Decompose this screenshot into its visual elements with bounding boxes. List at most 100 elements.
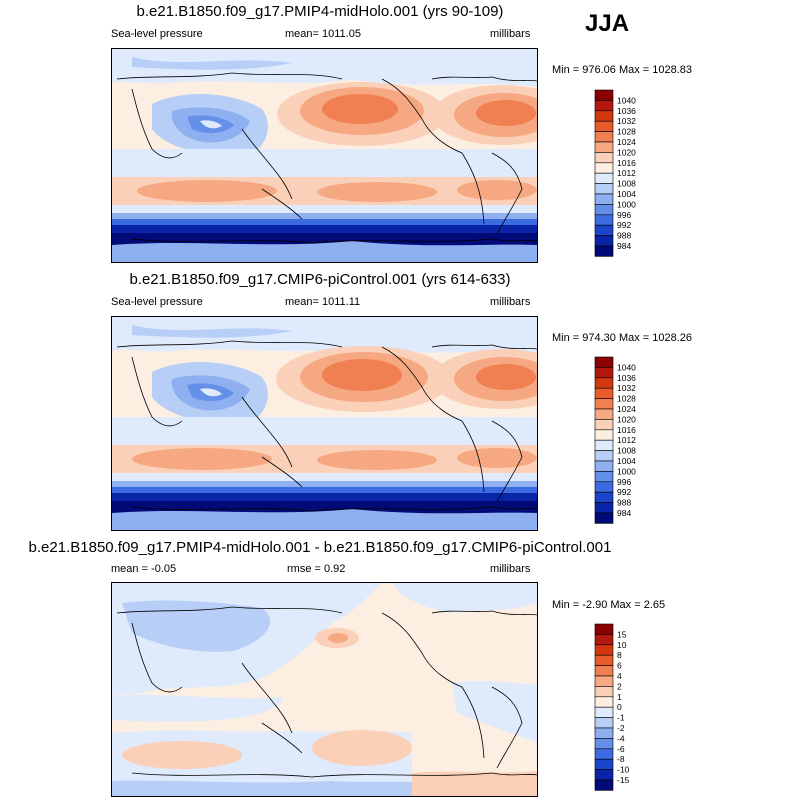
panel3-colorbar: 15 10 8 6 4 2 1 0 -1 -2 -4 -6 -8 -10 -15 [594, 623, 655, 794]
colorbar-label: 1000 [617, 466, 636, 476]
colorbar-label: 1008 [617, 446, 636, 456]
panel3-title: b.e21.B1850.f09_g17.PMIP4-midHolo.001 - … [28, 539, 612, 556]
colorbar-label: 988 [617, 498, 631, 508]
colorbar-label: -6 [617, 744, 625, 754]
panel2-units-label: millibars [490, 296, 531, 308]
colorbar-box [594, 235, 614, 247]
colorbar-label: 1 [617, 692, 622, 702]
colorbar-label: 1032 [617, 116, 636, 126]
panel2-title: b.e21.B1850.f09_g17.CMIP6-piControl.001 … [129, 271, 511, 288]
colorbar-label: 2 [617, 681, 622, 691]
panel1-colorbar-svg: 1040103610321028102410201016101210081004… [594, 89, 636, 257]
colorbar-box [594, 634, 614, 646]
colorbar-box [594, 419, 614, 431]
colorbar-box [594, 224, 614, 236]
panel2-colorbar-svg: 1040103610321028102410201016101210081004… [594, 356, 636, 524]
panel3-map [111, 582, 538, 797]
colorbar-label: 1028 [617, 127, 636, 137]
panel2-colorbar: 1040 1036 1032 1028 1024 1020 1016 1012 1008 1004… [594, 356, 655, 527]
colorbar-box [594, 398, 614, 410]
colorbar-box [594, 471, 614, 483]
colorbar-label: 6 [617, 661, 622, 671]
colorbar-label: 984 [617, 508, 631, 518]
colorbar-box [594, 491, 614, 503]
colorbar-label: 1036 [617, 106, 636, 116]
colorbar-box [594, 460, 614, 472]
colorbar-box [594, 120, 614, 132]
colorbar-box [594, 141, 614, 153]
colorbar-box [594, 738, 614, 750]
panel1-map-svg [112, 49, 537, 262]
colorbar-box [594, 162, 614, 174]
panel3-minmax: Min = -2.90 Max = 2.65 [552, 599, 666, 611]
panel1-units-label: millibars [490, 28, 531, 40]
colorbar-box [594, 367, 614, 379]
colorbar-box [594, 439, 614, 451]
colorbar-label: 8 [617, 650, 622, 660]
colorbar-label: -8 [617, 754, 625, 764]
colorbar-box [594, 769, 614, 781]
colorbar-box [594, 204, 614, 216]
panel2-map [111, 316, 538, 531]
colorbar-label: -1 [617, 713, 625, 723]
colorbar-box [594, 408, 614, 420]
colorbar-label: 996 [617, 210, 631, 220]
colorbar-label: 1020 [617, 414, 636, 424]
colorbar-box [594, 152, 614, 164]
colorbar-label: 15 [617, 629, 627, 639]
colorbar-box [594, 183, 614, 195]
panel3-rmse-label: rmse = 0.92 [287, 563, 346, 575]
panel1-minmax: Min = 976.06 Max = 1028.83 [552, 64, 693, 76]
colorbar-box [594, 356, 614, 368]
panel3-map-svg [112, 583, 537, 796]
panel1-map [111, 48, 538, 263]
colorbar-label: 996 [617, 477, 631, 487]
colorbar-box [594, 779, 614, 791]
colorbar-label: 1000 [617, 199, 636, 209]
colorbar-box [594, 214, 614, 226]
colorbar-box [594, 110, 614, 122]
colorbar-box [594, 387, 614, 399]
colorbar-box [594, 245, 614, 257]
colorbar-box [594, 696, 614, 708]
colorbar-box [594, 481, 614, 493]
colorbar-label: 1024 [617, 404, 636, 414]
colorbar-label: 1008 [617, 179, 636, 189]
panel2-mean-label: mean= 1011.11 [285, 296, 361, 308]
panel2-minmax: Min = 974.30 Max = 1028.26 [552, 332, 693, 344]
panel3-mean-label: mean = -0.05 [111, 563, 177, 575]
colorbar-box [594, 429, 614, 441]
colorbar-label: 1004 [617, 189, 636, 199]
colorbar-label: 0 [617, 702, 622, 712]
colorbar-box [594, 686, 614, 698]
colorbar-box [594, 665, 614, 677]
colorbar-label: 1040 [617, 95, 636, 105]
colorbar-box [594, 644, 614, 656]
colorbar-label: 1028 [617, 394, 636, 404]
colorbar-box [594, 100, 614, 112]
colorbar-box [594, 717, 614, 729]
panel1-mean-label: mean= 1011.05 [285, 28, 361, 40]
panel2-map-svg [112, 317, 537, 530]
colorbar-label: 1012 [617, 435, 636, 445]
colorbar-box [594, 450, 614, 462]
colorbar-label: 1036 [617, 373, 636, 383]
colorbar-label: 984 [617, 241, 631, 251]
colorbar-box [594, 706, 614, 718]
panel1-title: b.e21.B1850.f09_g17.PMIP4-midHolo.001 (y… [136, 3, 504, 20]
colorbar-box [594, 654, 614, 666]
colorbar-label: -15 [617, 775, 630, 785]
colorbar-label: 1020 [617, 147, 636, 157]
colorbar-label: 1016 [617, 158, 636, 168]
colorbar-label: -2 [617, 723, 625, 733]
colorbar-label: 992 [617, 487, 631, 497]
colorbar-label: 10 [617, 640, 627, 650]
colorbar-box [594, 502, 614, 514]
panel1-colorbar: 1040 1036 1032 1028 1024 1020 1016 1012 1008 1004… [594, 89, 655, 260]
panel3-units-label: millibars [490, 563, 531, 575]
colorbar-label: 1032 [617, 383, 636, 393]
colorbar-box [594, 748, 614, 760]
colorbar-label: 1012 [617, 168, 636, 178]
colorbar-box [594, 727, 614, 739]
